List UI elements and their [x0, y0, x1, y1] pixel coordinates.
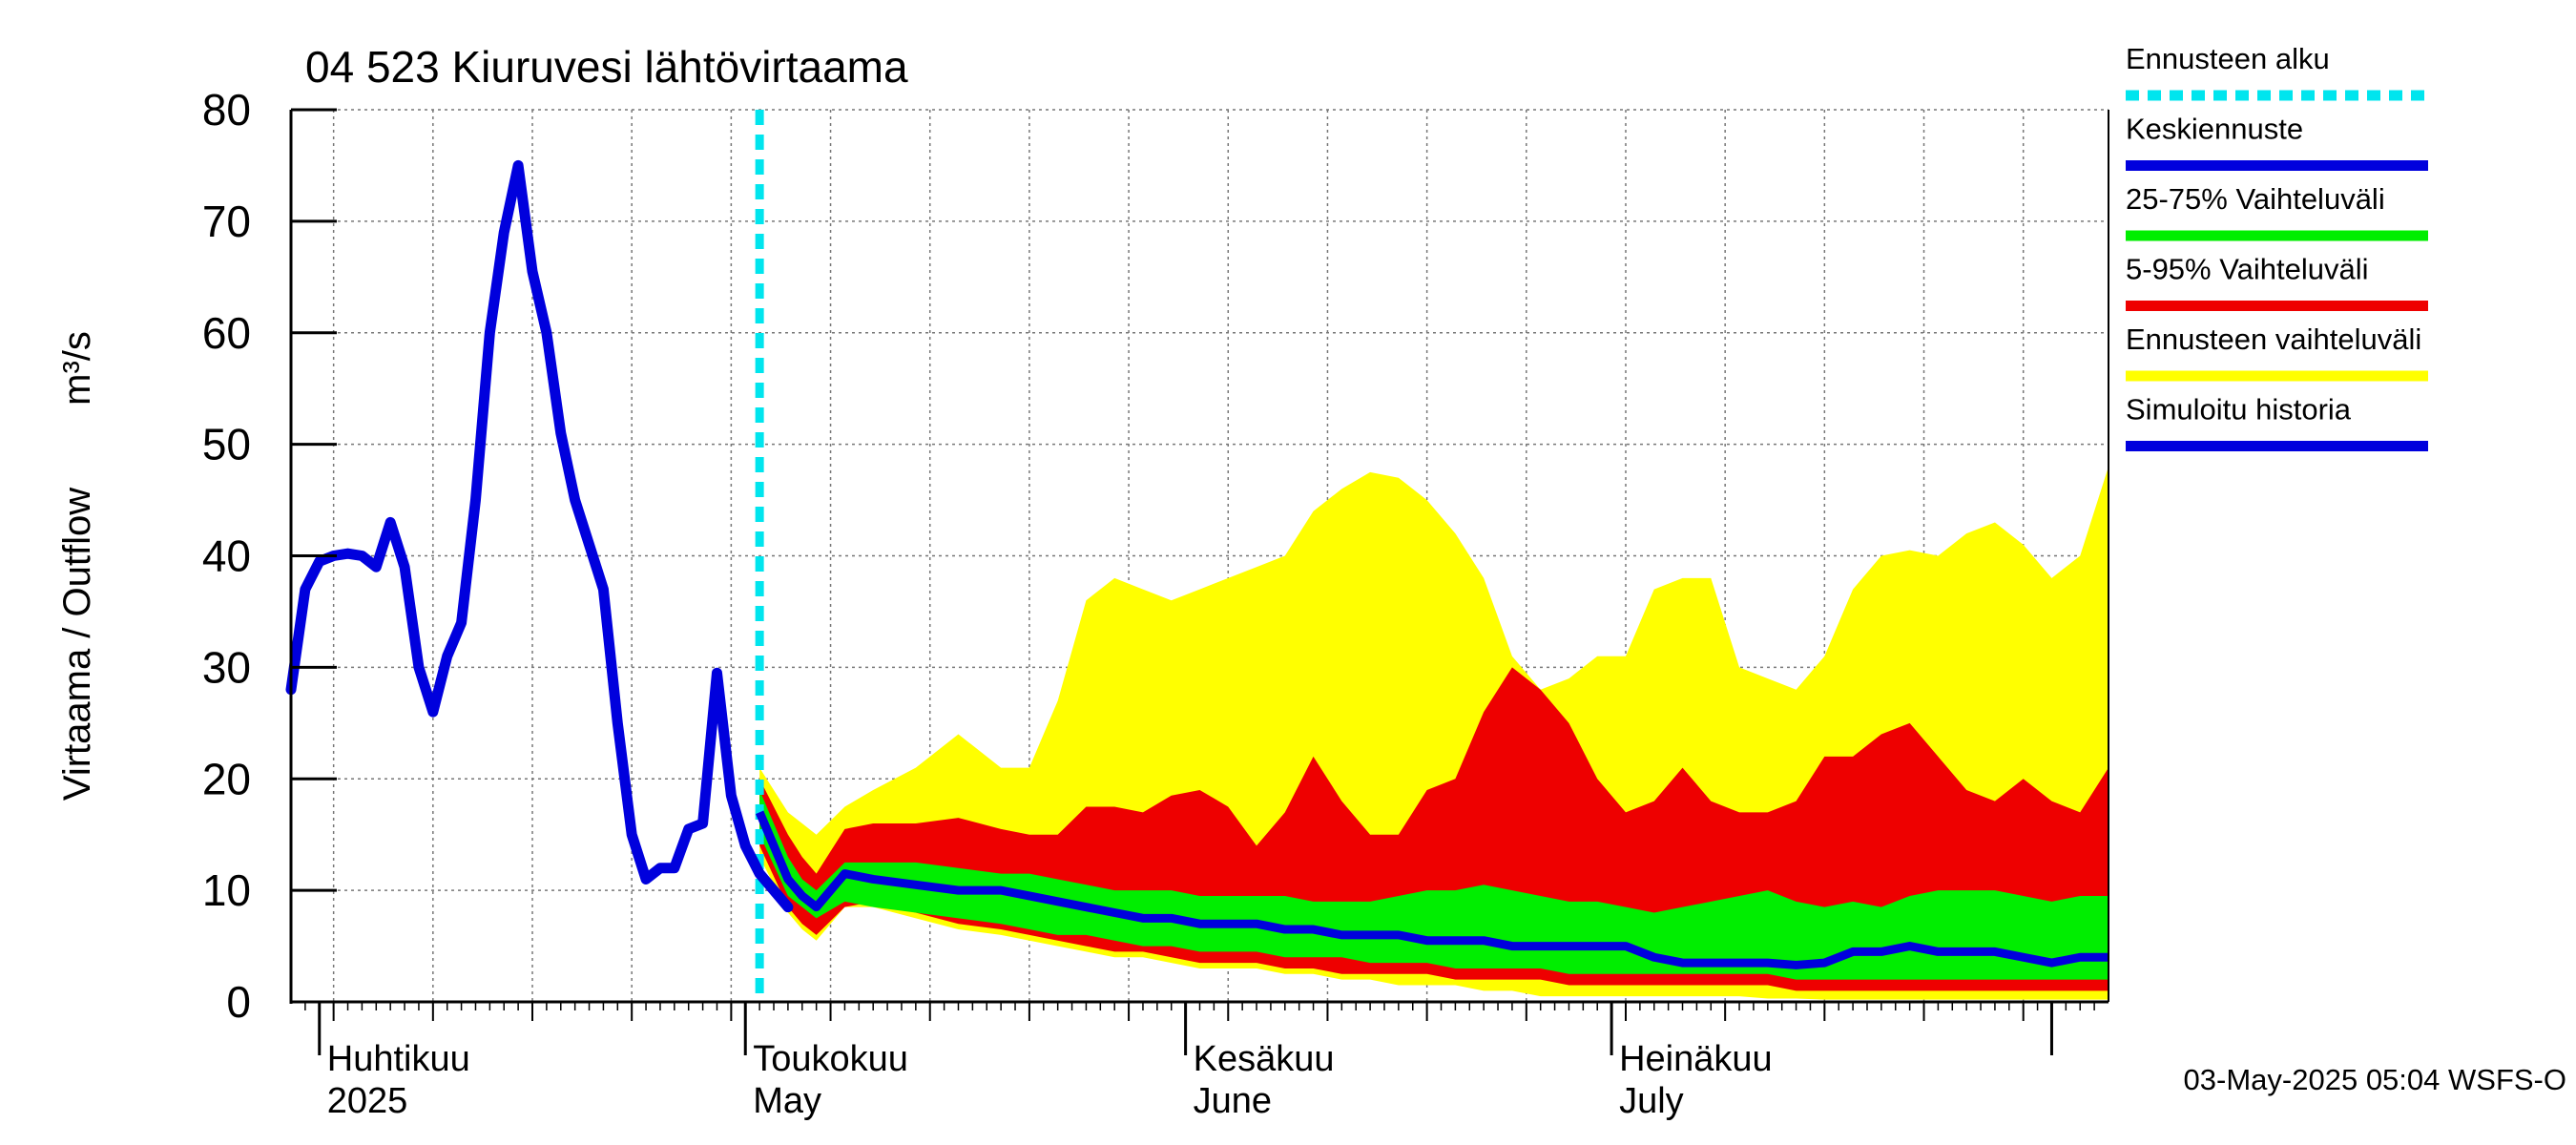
legend: Ennusteen alku Keskiennuste 25-75% Vaihtel… [2126, 42, 2428, 451]
y-tick-label: 10 [202, 865, 251, 915]
month-label-en: July [1619, 1081, 1684, 1121]
month-label-fi: Huhtikuu [327, 1039, 470, 1079]
y-tick-label: 80 [202, 85, 251, 135]
legend-label: 5-95% Vaihteluväli [2126, 253, 2368, 286]
legend-label: Simuloitu historia [2126, 393, 2352, 427]
y-tick-label: 60 [202, 308, 251, 358]
chart-title: 04 523 Kiuruvesi lähtövirtaama [305, 42, 908, 92]
y-axis-label: Virtaama / Outflow [56, 488, 98, 801]
history-line [285, 159, 794, 913]
y-tick-label: 40 [202, 531, 251, 581]
month-label-en: 2025 [327, 1081, 408, 1121]
y-tick-label: 70 [202, 197, 251, 246]
y-tick-label: 50 [202, 420, 251, 469]
y-tick-label: 0 [226, 977, 251, 1027]
month-label-fi: Kesäkuu [1194, 1039, 1335, 1079]
legend-label: 25-75% Vaihteluväli [2126, 182, 2385, 216]
y-axis-unit: m³/s [56, 331, 98, 406]
legend-label: Keskiennuste [2126, 113, 2303, 146]
legend-label: Ennusteen vaihteluväli [2126, 323, 2421, 356]
month-label-en: June [1194, 1081, 1272, 1121]
month-label-fi: Toukokuu [753, 1039, 908, 1079]
band-25-75 [759, 789, 2109, 980]
footer-timestamp: 03-May-2025 05:04 WSFS-O [2184, 1063, 2566, 1096]
month-label-en: May [753, 1081, 821, 1121]
y-tick-label: 30 [202, 642, 251, 692]
legend-label: Ennusteen alku [2126, 42, 2330, 75]
month-label-fi: Heinäkuu [1619, 1039, 1773, 1079]
median-forecast-line [755, 810, 2109, 969]
y-tick-label: 20 [202, 754, 251, 803]
